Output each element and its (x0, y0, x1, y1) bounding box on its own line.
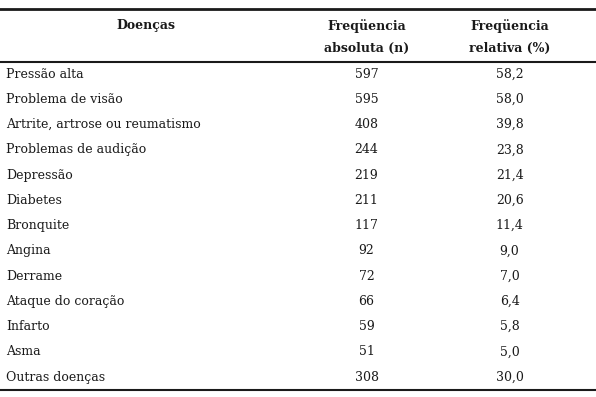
Text: 66: 66 (359, 295, 374, 308)
Text: absoluta (n): absoluta (n) (324, 42, 409, 55)
Text: Freqüencia: Freqüencia (470, 19, 549, 33)
Text: Problema de visão: Problema de visão (6, 93, 123, 106)
Text: Angina: Angina (6, 245, 51, 257)
Text: Derrame: Derrame (6, 270, 62, 283)
Text: 9,0: 9,0 (499, 245, 520, 257)
Text: Depressão: Depressão (6, 169, 73, 182)
Text: 211: 211 (355, 194, 378, 207)
Text: Infarto: Infarto (6, 320, 49, 333)
Text: 58,0: 58,0 (496, 93, 523, 106)
Text: Ataque do coração: Ataque do coração (6, 295, 125, 308)
Text: 7,0: 7,0 (499, 270, 520, 283)
Text: relativa (%): relativa (%) (469, 42, 550, 55)
Text: 5,0: 5,0 (499, 345, 520, 358)
Text: 92: 92 (359, 245, 374, 257)
Text: 20,6: 20,6 (496, 194, 523, 207)
Text: 23,8: 23,8 (496, 143, 523, 156)
Text: 72: 72 (359, 270, 374, 283)
Text: 117: 117 (355, 219, 378, 232)
Text: Outras doenças: Outras doenças (6, 371, 105, 384)
Text: Freqüencia: Freqüencia (327, 19, 406, 33)
Text: 58,2: 58,2 (496, 67, 523, 81)
Text: 11,4: 11,4 (496, 219, 523, 232)
Text: 6,4: 6,4 (499, 295, 520, 308)
Text: 408: 408 (355, 118, 378, 131)
Text: 5,8: 5,8 (499, 320, 520, 333)
Text: 595: 595 (355, 93, 378, 106)
Text: Asma: Asma (6, 345, 41, 358)
Text: 219: 219 (355, 169, 378, 182)
Text: 51: 51 (359, 345, 374, 358)
Text: 21,4: 21,4 (496, 169, 523, 182)
Text: Diabetes: Diabetes (6, 194, 62, 207)
Text: 244: 244 (355, 143, 378, 156)
Text: Pressão alta: Pressão alta (6, 67, 83, 81)
Text: Bronquite: Bronquite (6, 219, 69, 232)
Text: 59: 59 (359, 320, 374, 333)
Text: 597: 597 (355, 67, 378, 81)
Text: 39,8: 39,8 (496, 118, 523, 131)
Text: 30,0: 30,0 (496, 371, 523, 384)
Text: Artrite, artrose ou reumatismo: Artrite, artrose ou reumatismo (6, 118, 201, 131)
Text: Problemas de audição: Problemas de audição (6, 143, 146, 156)
Text: Doenças: Doenças (117, 19, 175, 32)
Text: 308: 308 (355, 371, 378, 384)
